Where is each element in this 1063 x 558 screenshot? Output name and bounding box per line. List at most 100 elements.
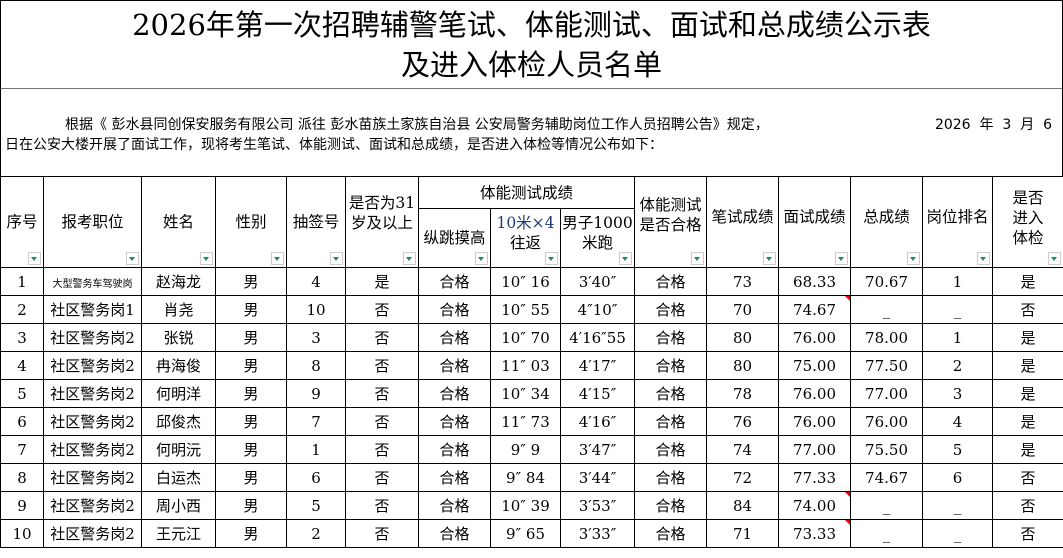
cell-rank[interactable]: 5 (922, 435, 994, 464)
cell-over31[interactable]: 否 (345, 351, 419, 380)
cell-jump[interactable]: 合格 (418, 295, 491, 324)
cell-seq[interactable]: 1 (0, 267, 44, 296)
cell-shuttle[interactable]: 11″ 03 (490, 351, 561, 380)
cell-gender[interactable]: 男 (215, 491, 287, 520)
cell-name[interactable]: 王元江 (141, 519, 216, 548)
cell-jump[interactable]: 合格 (418, 463, 491, 492)
cell-total[interactable]: 75.50 (850, 435, 924, 464)
cell-lot[interactable]: 7 (286, 407, 346, 436)
cell-name[interactable]: 张锐 (141, 323, 216, 352)
cell-total[interactable]: 77.00 (850, 379, 924, 408)
cell-pass[interactable]: 合格 (634, 351, 708, 380)
cell-written[interactable]: 84 (706, 491, 780, 520)
cell-interview[interactable]: 76.00 (778, 407, 852, 436)
cell-gender[interactable]: 男 (215, 323, 287, 352)
cell-rank[interactable]: 4 (922, 407, 994, 436)
cell-pass[interactable]: 合格 (634, 267, 708, 296)
cell-name[interactable]: 何明沅 (141, 435, 216, 464)
cell-interview[interactable]: 75.00 (778, 351, 852, 380)
cell-name[interactable]: 肖尧 (141, 295, 216, 324)
cell-jump[interactable]: 合格 (418, 379, 491, 408)
cell-position[interactable]: 社区警务岗2 (43, 491, 142, 520)
cell-jump[interactable]: 合格 (418, 435, 491, 464)
cell-over31[interactable]: 否 (345, 379, 419, 408)
filter-dropdown-button[interactable] (1048, 252, 1062, 265)
cell-shuttle[interactable]: 10″ 39 (490, 491, 561, 520)
cell-seq[interactable]: 2 (0, 295, 44, 324)
cell-exam[interactable]: 否 (992, 491, 1063, 520)
cell-gender[interactable]: 男 (215, 435, 287, 464)
cell-exam[interactable]: 否 (992, 519, 1063, 548)
cell-written[interactable]: 80 (706, 351, 780, 380)
cell-gender[interactable]: 男 (215, 295, 287, 324)
cell-run[interactable]: 3′40″ (559, 267, 636, 296)
cell-interview[interactable]: 74.00 (778, 491, 852, 520)
cell-over31[interactable]: 否 (345, 519, 419, 548)
cell-shuttle[interactable]: 9″ 9 (490, 435, 561, 464)
cell-seq[interactable]: 6 (0, 407, 44, 436)
cell-lot[interactable]: 3 (286, 323, 346, 352)
cell-lot[interactable]: 2 (286, 519, 346, 548)
cell-rank[interactable]: 3 (922, 379, 994, 408)
cell-total[interactable]: 77.50 (850, 351, 924, 380)
cell-position[interactable]: 大型警务车驾驶岗 (43, 267, 142, 296)
cell-seq[interactable]: 3 (0, 323, 44, 352)
cell-exam[interactable]: 否 (992, 463, 1063, 492)
filter-dropdown-button[interactable] (977, 252, 991, 265)
cell-seq[interactable]: 5 (0, 379, 44, 408)
cell-name[interactable]: 周小西 (141, 491, 216, 520)
cell-rank[interactable]: _ (922, 491, 994, 520)
comment-marker-icon[interactable] (845, 492, 851, 497)
cell-over31[interactable]: 否 (345, 491, 419, 520)
filter-dropdown-button[interactable] (763, 252, 777, 265)
cell-shuttle[interactable]: 10″ 34 (490, 379, 561, 408)
cell-over31[interactable]: 否 (345, 323, 419, 352)
cell-seq[interactable]: 7 (0, 435, 44, 464)
filter-dropdown-button[interactable] (545, 252, 558, 265)
cell-jump[interactable]: 合格 (418, 351, 491, 380)
cell-lot[interactable]: 5 (286, 491, 346, 520)
cell-gender[interactable]: 男 (215, 267, 287, 296)
cell-position[interactable]: 社区警务岗2 (43, 435, 142, 464)
cell-pass[interactable]: 合格 (634, 491, 708, 520)
cell-written[interactable]: 73 (706, 267, 780, 296)
cell-position[interactable]: 社区警务岗2 (43, 379, 142, 408)
cell-lot[interactable]: 6 (286, 463, 346, 492)
cell-total[interactable]: _ (850, 519, 924, 548)
cell-shuttle[interactable]: 10″ 70 (490, 323, 561, 352)
cell-pass[interactable]: 合格 (634, 379, 708, 408)
cell-over31[interactable]: 否 (345, 463, 419, 492)
cell-exam[interactable]: 是 (992, 351, 1063, 380)
cell-interview[interactable]: 77.33 (778, 463, 852, 492)
cell-shuttle[interactable]: 10″ 55 (490, 295, 561, 324)
cell-jump[interactable]: 合格 (418, 407, 491, 436)
cell-position[interactable]: 社区警务岗2 (43, 407, 142, 436)
cell-run[interactable]: 4′15″ (559, 379, 636, 408)
cell-exam[interactable]: 是 (992, 323, 1063, 352)
cell-pass[interactable]: 合格 (634, 407, 708, 436)
cell-interview[interactable]: 68.33 (778, 267, 852, 296)
cell-gender[interactable]: 男 (215, 463, 287, 492)
cell-total[interactable]: 78.00 (850, 323, 924, 352)
cell-position[interactable]: 社区警务岗2 (43, 323, 142, 352)
cell-pass[interactable]: 合格 (634, 463, 708, 492)
cell-run[interactable]: 3′47″ (559, 435, 636, 464)
cell-over31[interactable]: 否 (345, 295, 419, 324)
cell-pass[interactable]: 合格 (634, 295, 708, 324)
cell-jump[interactable]: 合格 (418, 519, 491, 548)
cell-pass[interactable]: 合格 (634, 323, 708, 352)
cell-position[interactable]: 社区警务岗2 (43, 351, 142, 380)
cell-over31[interactable]: 是 (345, 267, 419, 296)
cell-written[interactable]: 76 (706, 407, 780, 436)
cell-rank[interactable]: 1 (922, 323, 994, 352)
cell-name[interactable]: 邱俊杰 (141, 407, 216, 436)
cell-shuttle[interactable]: 10″ 16 (490, 267, 561, 296)
cell-lot[interactable]: 10 (286, 295, 346, 324)
cell-interview[interactable]: 74.67 (778, 295, 852, 324)
cell-interview[interactable]: 76.00 (778, 323, 852, 352)
cell-rank[interactable]: 6 (922, 463, 994, 492)
cell-interview[interactable]: 76.00 (778, 379, 852, 408)
cell-exam[interactable]: 是 (992, 379, 1063, 408)
cell-pass[interactable]: 合格 (634, 519, 708, 548)
cell-run[interactable]: 4″10″ (559, 295, 636, 324)
